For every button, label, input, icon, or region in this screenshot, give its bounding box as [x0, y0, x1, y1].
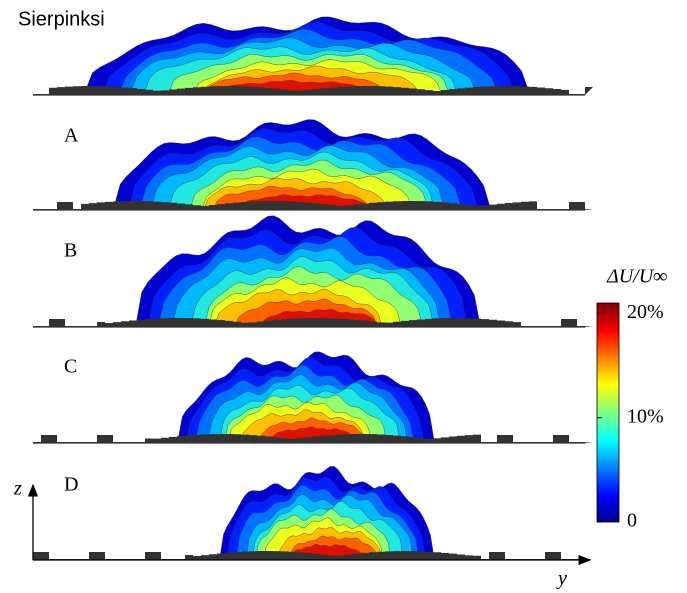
colorbar	[596, 302, 620, 523]
colorbar-tick-label: 10%	[627, 405, 664, 427]
ground	[33, 551, 593, 560]
panel-label: A	[64, 125, 79, 147]
z-label: z	[13, 478, 22, 500]
ground	[33, 86, 593, 95]
ground	[33, 318, 593, 327]
y-label: y	[556, 568, 567, 590]
panel-label: D	[64, 474, 78, 496]
ground	[33, 201, 593, 210]
panel-label: B	[64, 240, 77, 262]
colorbar-tick-label: 20%	[627, 301, 664, 323]
plots: Sierpinksi A B C D	[18, 8, 593, 561]
colorbar-tick-label: 0	[627, 510, 637, 532]
colorbar-title: ΔU/U∞	[606, 266, 667, 288]
ground	[33, 434, 593, 443]
panel-label: Sierpinksi	[18, 8, 105, 30]
panel-label: C	[64, 356, 77, 378]
